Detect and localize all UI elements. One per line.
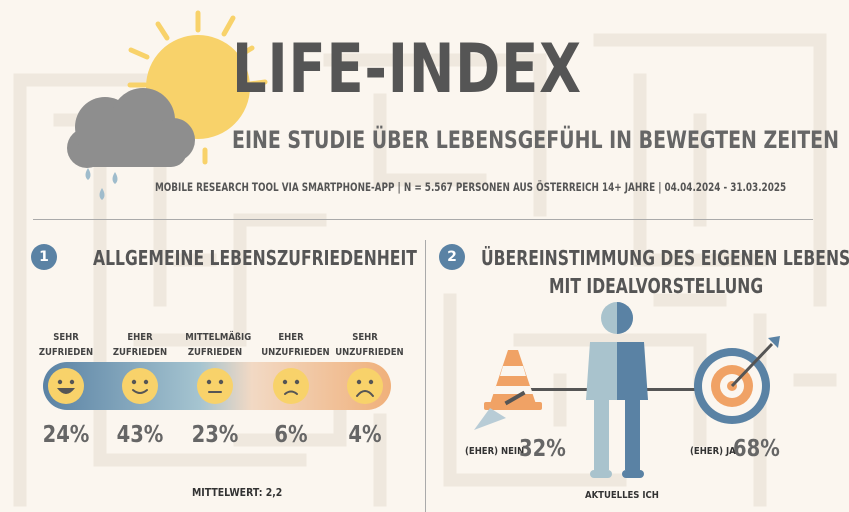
- page-subtitle: EINE STUDIE ÜBER LEBENSGEFÜHL IN BEWEGTE…: [232, 126, 840, 154]
- header-divider: [33, 219, 813, 220]
- section2-heading-line2: MIT IDEALVORSTELLUNG: [549, 274, 764, 298]
- page-title: LIFE-INDEX: [232, 30, 582, 109]
- scale-label-very-satisfied: SEHR ZUFRIEDEN: [38, 332, 94, 358]
- sun-cloud-rain-icon: [67, 10, 268, 200]
- scale-label-very-dissatisfied: SEHR UNZUFRIEDEN: [335, 332, 404, 358]
- methodology-note: MOBILE RESEARCH TOOL VIA SMARTPHONE-APP …: [155, 181, 787, 194]
- current-self-label: AKTUELLES ICH: [585, 490, 659, 501]
- target-arrow-icon: [694, 336, 780, 424]
- pct-moderately-satisfied: 23%: [191, 422, 239, 448]
- traffic-cone-trowel-icon: [474, 350, 542, 430]
- yes-percentage: 68%: [733, 436, 780, 462]
- pct-rather-satisfied: 43%: [116, 422, 164, 448]
- section2-number-badge: 2: [439, 244, 465, 270]
- frown-icon: [347, 368, 383, 404]
- mean-value-label: MITTELWERT: 2,2: [192, 486, 283, 499]
- big-grin-icon: [48, 368, 84, 404]
- section1-heading: ALLGEMEINE LEBENSZUFRIEDENHEIT: [93, 246, 417, 270]
- pct-very-dissatisfied: 4%: [348, 422, 382, 448]
- person-icon: [586, 302, 648, 478]
- neutral-face-icon: [197, 368, 233, 404]
- scale-label-rather-dissatisfied: EHER UNZUFRIEDEN: [261, 332, 330, 358]
- section-divider: [425, 240, 426, 512]
- scale-label-moderately-satisfied: MITTELMÄßIG ZUFRIEDEN: [185, 332, 252, 358]
- section1-number-badge: 1: [31, 244, 57, 270]
- no-percentage: 32%: [519, 436, 566, 462]
- scale-label-rather-satisfied: EHER ZUFRIEDEN: [112, 332, 168, 358]
- slight-frown-icon: [273, 368, 309, 404]
- section2-heading-line1: ÜBEREINSTIMMUNG DES EIGENEN LEBENS: [481, 246, 849, 270]
- smile-icon: [122, 368, 158, 404]
- yes-label: (EHER) JA: [690, 446, 736, 457]
- no-label: (EHER) NEIN: [465, 446, 525, 457]
- pct-very-satisfied: 24%: [42, 422, 90, 448]
- pct-rather-dissatisfied: 6%: [274, 422, 308, 448]
